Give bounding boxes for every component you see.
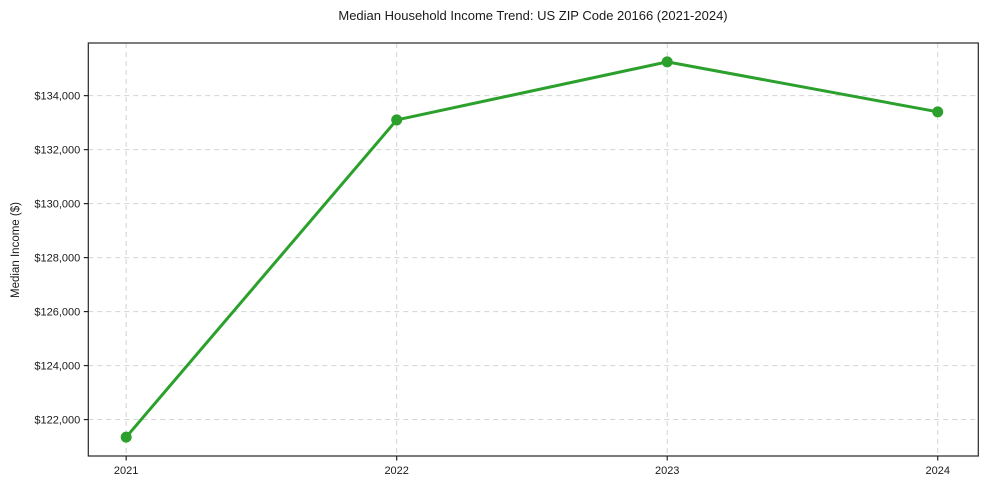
trend-line bbox=[124, 60, 940, 439]
axes-border bbox=[87, 42, 979, 457]
y-tick-label: $124,000 bbox=[34, 360, 80, 372]
y-tick-label: $134,000 bbox=[34, 90, 80, 102]
x-tick-label: 2022 bbox=[384, 465, 408, 477]
x-tick-label: 2021 bbox=[114, 465, 138, 477]
y-tick-label: $128,000 bbox=[34, 252, 80, 264]
data-point bbox=[391, 114, 403, 126]
x-tick-label: 2023 bbox=[655, 465, 679, 477]
data-point bbox=[932, 106, 944, 118]
x-tick-label: 2024 bbox=[925, 465, 949, 477]
data-point bbox=[661, 56, 673, 68]
y-tick-label: $126,000 bbox=[34, 306, 80, 318]
data-point bbox=[120, 431, 132, 443]
y-tick-label: $122,000 bbox=[34, 414, 80, 426]
chart-title: Median Household Income Trend: US ZIP Co… bbox=[338, 8, 728, 23]
y-tick-label: $132,000 bbox=[34, 144, 80, 156]
y-tick-label: $130,000 bbox=[34, 198, 80, 210]
